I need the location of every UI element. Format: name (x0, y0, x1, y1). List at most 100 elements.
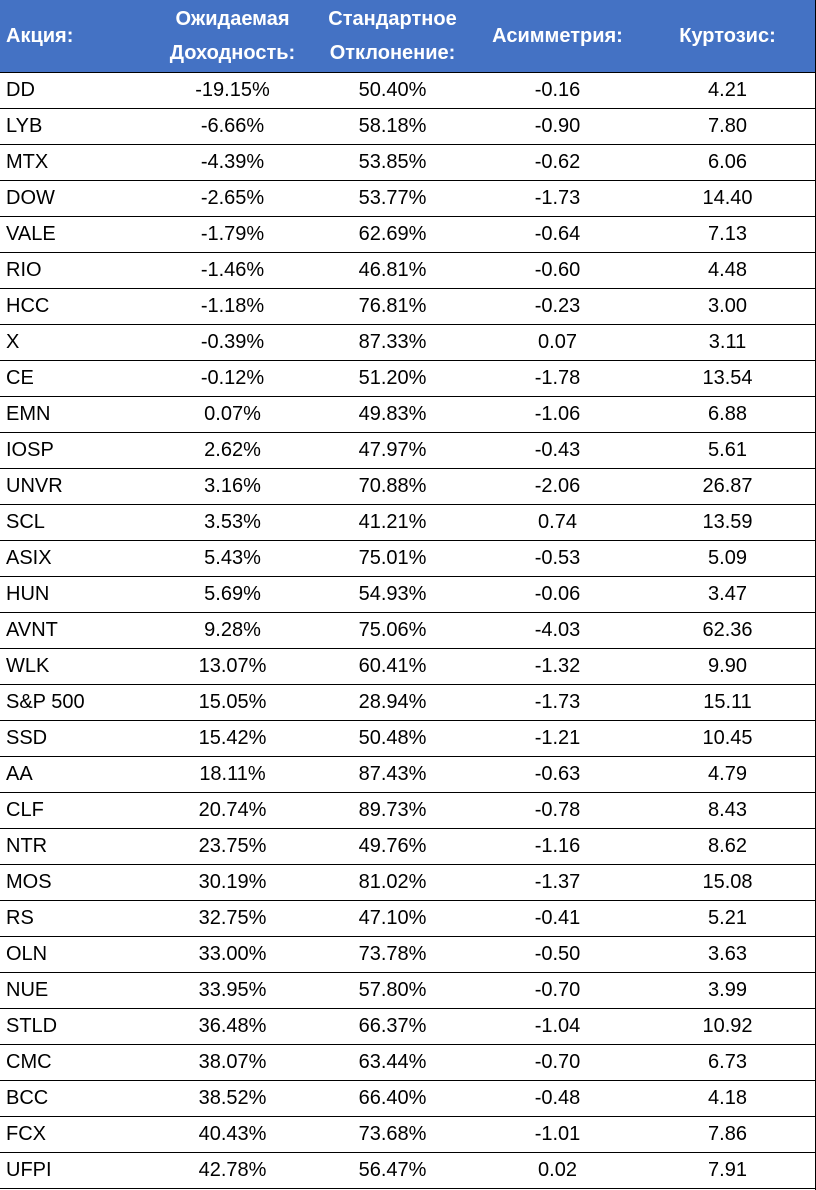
value-cell: 58.18% (310, 108, 475, 145)
value-cell: 62.36 (640, 612, 815, 649)
table-row: S&P 500 15.05% 28.94% -1.73 15.11 (0, 684, 815, 721)
value-cell: 66.37% (310, 1008, 475, 1045)
value-cell: -0.39% (155, 324, 310, 361)
table-row: AVNT 9.28% 75.06% -4.03 62.36 (0, 612, 815, 649)
value-cell: -1.73 (475, 684, 640, 721)
ticker-cell: IOSP (0, 432, 155, 469)
value-cell: 5.69% (155, 576, 310, 613)
value-cell: 4.21 (640, 72, 815, 109)
value-cell: 26.87 (640, 468, 815, 505)
value-cell: 5.61 (640, 432, 815, 469)
value-cell: 5.21 (640, 900, 815, 937)
value-cell: 46.81% (310, 252, 475, 289)
ticker-cell: NUE (0, 972, 155, 1009)
value-cell: 3.53% (155, 504, 310, 541)
table-row: RS 32.75% 47.10% -0.41 5.21 (0, 900, 815, 937)
table-row: SCL 3.53% 41.21% 0.74 13.59 (0, 504, 815, 541)
ticker-cell: MOS (0, 864, 155, 901)
value-cell: 0.74 (475, 504, 640, 541)
value-cell: -19.15% (155, 72, 310, 109)
value-cell: 73.78% (310, 936, 475, 973)
ticker-cell: AVNT (0, 612, 155, 649)
value-cell: -0.64 (475, 216, 640, 253)
ticker-cell: HUN (0, 576, 155, 613)
value-cell: 49.76% (310, 828, 475, 865)
value-cell: 13.54 (640, 360, 815, 397)
table-row: ASIX 5.43% 75.01% -0.53 5.09 (0, 540, 815, 577)
table-row: CMC 38.07% 63.44% -0.70 6.73 (0, 1044, 815, 1081)
table-row: FCX 40.43% 73.68% -1.01 7.86 (0, 1116, 815, 1153)
value-cell: 9.28% (155, 612, 310, 649)
value-cell: 8.43 (640, 792, 815, 829)
value-cell: 75.06% (310, 612, 475, 649)
ticker-cell: WLK (0, 648, 155, 685)
value-cell: 56.47% (310, 1152, 475, 1189)
value-cell: 38.52% (155, 1080, 310, 1117)
ticker-cell: CE (0, 360, 155, 397)
value-cell: 7.91 (640, 1152, 815, 1189)
ticker-cell: VALE (0, 216, 155, 253)
table-row: RIO -1.46% 46.81% -0.60 4.48 (0, 252, 815, 289)
value-cell: -1.01 (475, 1116, 640, 1153)
value-cell: 7.80 (640, 108, 815, 145)
value-cell: -0.53 (475, 540, 640, 577)
value-cell: 30.19% (155, 864, 310, 901)
header-cell: Стандартное Отклонение: (310, 0, 475, 73)
value-cell: 3.63 (640, 936, 815, 973)
value-cell: 60.41% (310, 648, 475, 685)
table-row: UNVR 3.16% 70.88% -2.06 26.87 (0, 468, 815, 505)
table-row: UFPI 42.78% 56.47% 0.02 7.91 (0, 1152, 815, 1189)
value-cell: -0.06 (475, 576, 640, 613)
value-cell: 40.43% (155, 1116, 310, 1153)
value-cell: 89.73% (310, 792, 475, 829)
value-cell: 47.10% (310, 900, 475, 937)
table-row: CE -0.12% 51.20% -1.78 13.54 (0, 360, 815, 397)
value-cell: 62.69% (310, 216, 475, 253)
value-cell: -1.16 (475, 828, 640, 865)
ticker-cell: SSD (0, 720, 155, 757)
header-cell: Ожидаемая Доходность: (155, 0, 310, 73)
value-cell: 47.97% (310, 432, 475, 469)
value-cell: -1.37 (475, 864, 640, 901)
value-cell: -0.41 (475, 900, 640, 937)
header-cell: Акция: (0, 0, 155, 73)
value-cell: 10.92 (640, 1008, 815, 1045)
value-cell: 87.33% (310, 324, 475, 361)
ticker-cell: HCC (0, 288, 155, 325)
value-cell: 6.06 (640, 144, 815, 181)
table-row: AA 18.11% 87.43% -0.63 4.79 (0, 756, 815, 793)
table-row: OLN 33.00% 73.78% -0.50 3.63 (0, 936, 815, 973)
value-cell: 75.01% (310, 540, 475, 577)
value-cell: 6.73 (640, 1044, 815, 1081)
value-cell: 0.02 (475, 1152, 640, 1189)
value-cell: 4.79 (640, 756, 815, 793)
ticker-cell: ASIX (0, 540, 155, 577)
value-cell: -0.90 (475, 108, 640, 145)
ticker-cell: EMN (0, 396, 155, 433)
value-cell: 3.47 (640, 576, 815, 613)
ticker-cell: UFPI (0, 1152, 155, 1189)
table-row: DD -19.15% 50.40% -0.16 4.21 (0, 72, 815, 109)
value-cell: -1.46% (155, 252, 310, 289)
table-row: X -0.39% 87.33% 0.07 3.11 (0, 324, 815, 361)
value-cell: 38.07% (155, 1044, 310, 1081)
table-row: SSD 15.42% 50.48% -1.21 10.45 (0, 720, 815, 757)
value-cell: 4.48 (640, 252, 815, 289)
value-cell: -0.63 (475, 756, 640, 793)
ticker-cell: RIO (0, 252, 155, 289)
ticker-cell: DOW (0, 180, 155, 217)
value-cell: 4.18 (640, 1080, 815, 1117)
value-cell: 49.83% (310, 396, 475, 433)
value-cell: -1.73 (475, 180, 640, 217)
value-cell: 14.40 (640, 180, 815, 217)
value-cell: 8.62 (640, 828, 815, 865)
ticker-cell: OLN (0, 936, 155, 973)
value-cell: -0.48 (475, 1080, 640, 1117)
ticker-cell: NTR (0, 828, 155, 865)
value-cell: -0.23 (475, 288, 640, 325)
value-cell: 51.20% (310, 360, 475, 397)
table-row: EMN 0.07% 49.83% -1.06 6.88 (0, 396, 815, 433)
value-cell: -0.16 (475, 72, 640, 109)
